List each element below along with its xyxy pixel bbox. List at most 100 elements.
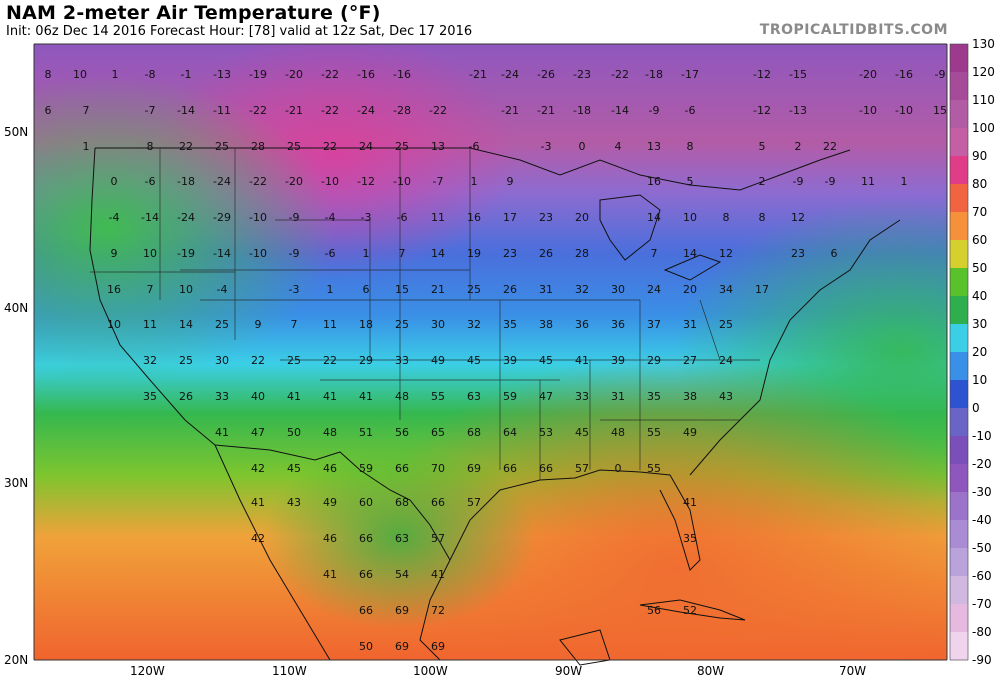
- temperature-value: 7: [399, 247, 406, 260]
- temperature-value: 70: [431, 462, 445, 475]
- temperature-value: 41: [287, 390, 301, 403]
- temperature-value: 23: [791, 247, 805, 260]
- temperature-value: 1: [901, 175, 908, 188]
- colorbar-swatch: [950, 464, 968, 493]
- temperature-value: 2: [795, 140, 802, 153]
- lat-label: 30N: [4, 476, 28, 490]
- temperature-value: 17: [503, 211, 517, 224]
- colorbar-tick-label: 50: [972, 261, 987, 275]
- colorbar-tick-label: 10: [972, 373, 987, 387]
- temperature-value: -14: [611, 104, 629, 117]
- temperature-value: 69: [395, 640, 409, 653]
- mexico-east-coast: [419, 559, 451, 661]
- lon-label: 110W: [272, 664, 307, 678]
- lat-label: 50N: [4, 125, 28, 139]
- temperature-value: 8: [759, 211, 766, 224]
- temperature-value: -23: [573, 68, 591, 81]
- temperature-value: 1: [471, 175, 478, 188]
- temperature-value: 2: [759, 175, 766, 188]
- longitude-labels: 120W 110W 100W 90W 80W 70W: [130, 664, 866, 678]
- temperature-value: 26: [539, 247, 553, 260]
- temperature-value: -19: [249, 68, 267, 81]
- temperature-value: 25: [395, 318, 409, 331]
- temperature-value: -20: [859, 68, 877, 81]
- temperature-value: 17: [755, 283, 769, 296]
- colorbar-tick-label: 60: [972, 233, 987, 247]
- colorbar-swatch: [950, 212, 968, 241]
- temperature-value: 64: [503, 426, 517, 439]
- temperature-value: 30: [431, 318, 445, 331]
- temperature-value: 38: [683, 390, 697, 403]
- temperature-value: 35: [503, 318, 517, 331]
- temperature-value: 30: [215, 354, 229, 367]
- temperature-value: 60: [359, 496, 373, 509]
- colorbar-tick-label: -60: [972, 569, 992, 583]
- west-coast: [89, 147, 216, 446]
- colorbar-swatch: [950, 268, 968, 297]
- temperature-value: 66: [359, 568, 373, 581]
- temperature-value: -3: [361, 211, 372, 224]
- temperature-value: 25: [215, 318, 229, 331]
- temperature-value: 8: [687, 140, 694, 153]
- temperature-value: -14: [177, 104, 195, 117]
- temperature-value: -22: [611, 68, 629, 81]
- temperature-value: 47: [539, 390, 553, 403]
- temperature-value: 36: [611, 318, 625, 331]
- lon-label: 70W: [839, 664, 866, 678]
- colorbar-swatch: [950, 184, 968, 213]
- temperature-value: 36: [575, 318, 589, 331]
- temperature-value: 26: [503, 283, 517, 296]
- temperature-value: 33: [395, 354, 409, 367]
- temperature-value: 23: [539, 211, 553, 224]
- temperature-value: -9: [289, 247, 300, 260]
- temperature-value: 6: [363, 283, 370, 296]
- temperature-value: 69: [431, 640, 445, 653]
- colorbar-swatch: [950, 352, 968, 381]
- temperature-value: 22: [323, 354, 337, 367]
- temperature-value: 39: [503, 354, 517, 367]
- temperature-value: 4: [615, 140, 622, 153]
- temperature-value: -3: [541, 140, 552, 153]
- temperature-value: -10: [321, 175, 339, 188]
- temperature-value: 25: [395, 140, 409, 153]
- temperature-value: 15: [933, 104, 947, 117]
- temperature-value: 0: [615, 462, 622, 475]
- temperature-value: -24: [213, 175, 231, 188]
- temperature-value: 57: [467, 496, 481, 509]
- map-subtitle: Init: 06z Dec 14 2016 Forecast Hour: [78…: [6, 24, 473, 39]
- lon-label: 80W: [697, 664, 724, 678]
- cuba: [639, 599, 746, 621]
- temperature-value: 22: [823, 140, 837, 153]
- temperature-value: -18: [573, 104, 591, 117]
- temperature-value: 6: [45, 104, 52, 117]
- temperature-value: 1: [363, 247, 370, 260]
- temperature-value: 31: [611, 390, 625, 403]
- temperature-value: 0: [579, 140, 586, 153]
- temperature-value: -20: [285, 68, 303, 81]
- temperature-value: 31: [683, 318, 697, 331]
- temperature-value: -14: [141, 211, 159, 224]
- temperature-value: 32: [467, 318, 481, 331]
- temperature-value: -13: [213, 68, 231, 81]
- temperature-value: 55: [647, 426, 661, 439]
- temperature-value: -21: [501, 104, 519, 117]
- temperature-value: -18: [645, 68, 663, 81]
- temperature-value: 49: [431, 354, 445, 367]
- temperature-value: 66: [359, 604, 373, 617]
- temperature-value: 66: [503, 462, 517, 475]
- temperature-value: -9: [935, 68, 946, 81]
- temperature-value: -10: [859, 104, 877, 117]
- lake-erie: [663, 254, 722, 281]
- temperature-value: -21: [285, 104, 303, 117]
- temperature-value: 69: [467, 462, 481, 475]
- mexico-west-coast: [214, 444, 331, 661]
- temperature-value: 25: [719, 318, 733, 331]
- colorbar-swatch: [950, 100, 968, 129]
- temperature-value: 18: [359, 318, 373, 331]
- temperature-value: 11: [431, 211, 445, 224]
- temperature-value: 7: [651, 247, 658, 260]
- colorbar-tick-label: 90: [972, 149, 987, 163]
- temperature-value: -7: [433, 175, 444, 188]
- temperature-value: -6: [325, 247, 336, 260]
- colorbar-tick-label: -10: [972, 429, 992, 443]
